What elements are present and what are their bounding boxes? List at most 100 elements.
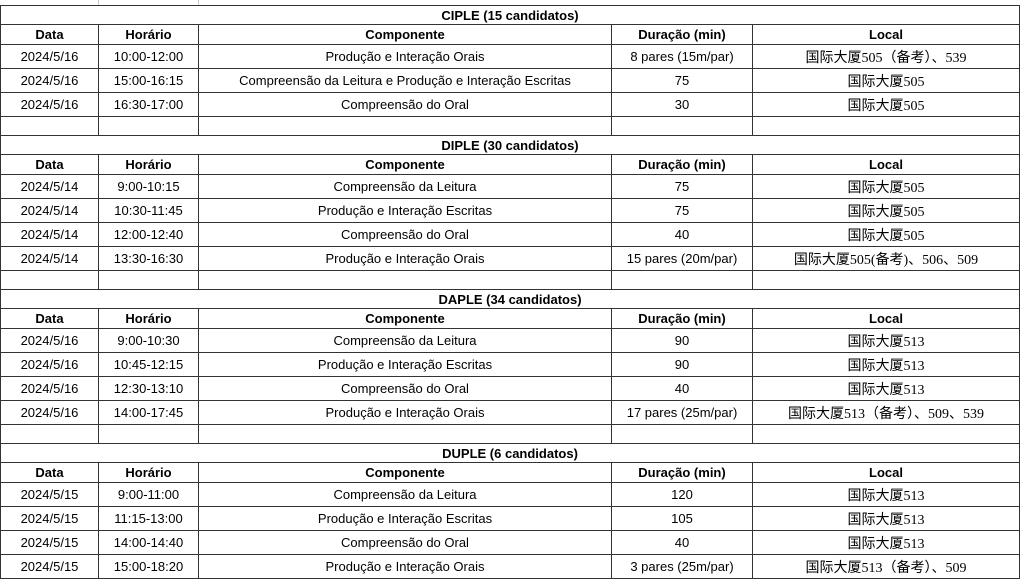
cell-component[interactable]: Compreensão da Leitura bbox=[198, 328, 612, 353]
header-date[interactable]: Data bbox=[0, 154, 99, 175]
cell-location[interactable]: 国际大厦513（备考）、509 bbox=[751, 554, 1021, 579]
header-component[interactable]: Componente bbox=[198, 308, 612, 329]
cell-date[interactable]: 2024/5/14 bbox=[0, 246, 99, 271]
cell-component[interactable]: Compreensão do Oral bbox=[198, 222, 612, 247]
cell-date[interactable]: 2024/5/15 bbox=[0, 554, 99, 579]
cell-duration[interactable]: 40 bbox=[611, 376, 753, 401]
header-duration[interactable]: Duração (min) bbox=[611, 308, 753, 329]
header-component[interactable]: Componente bbox=[198, 24, 612, 45]
empty-cell[interactable] bbox=[198, 270, 612, 290]
empty-cell[interactable] bbox=[0, 424, 99, 444]
cell-component[interactable]: Compreensão da Leitura e Produção e Inte… bbox=[198, 68, 612, 93]
cell-time[interactable]: 16:30-17:00 bbox=[98, 92, 199, 117]
cell-location[interactable]: 国际大厦505 bbox=[751, 68, 1021, 93]
cell-time[interactable]: 10:00-12:00 bbox=[98, 44, 199, 69]
cell-component[interactable]: Produção e Interação Orais bbox=[198, 554, 612, 579]
cell-component[interactable]: Compreensão do Oral bbox=[198, 530, 612, 555]
cell-time[interactable]: 14:00-17:45 bbox=[98, 400, 199, 425]
cell-date[interactable]: 2024/5/16 bbox=[0, 376, 99, 401]
cell-time[interactable]: 15:00-16:15 bbox=[98, 68, 199, 93]
empty-cell[interactable] bbox=[98, 270, 199, 290]
cell-date[interactable]: 2024/5/16 bbox=[0, 328, 99, 353]
cell-time[interactable]: 11:15-13:00 bbox=[98, 506, 199, 531]
section-title[interactable]: DUPLE (6 candidatos) bbox=[0, 443, 1021, 463]
cell-duration[interactable]: 75 bbox=[611, 174, 753, 199]
empty-cell[interactable] bbox=[611, 116, 753, 136]
cell-component[interactable]: Produção e Interação Escritas bbox=[198, 352, 612, 377]
header-time[interactable]: Horário bbox=[98, 462, 199, 483]
cell-location[interactable]: 国际大厦505（备考）、539 bbox=[751, 44, 1021, 69]
cell-location[interactable]: 国际大厦513 bbox=[751, 506, 1021, 531]
cell-duration[interactable]: 120 bbox=[611, 482, 753, 507]
cell-component[interactable]: Compreensão da Leitura bbox=[198, 174, 612, 199]
header-date[interactable]: Data bbox=[0, 462, 99, 483]
cell-location[interactable]: 国际大厦513 bbox=[751, 376, 1021, 401]
cell-duration[interactable]: 17 pares (25m/par) bbox=[611, 400, 753, 425]
cell-time[interactable]: 9:00-10:15 bbox=[98, 174, 199, 199]
empty-cell[interactable] bbox=[98, 116, 199, 136]
header-component[interactable]: Componente bbox=[198, 154, 612, 175]
cell-location[interactable]: 国际大厦513（备考）、509、539 bbox=[751, 400, 1021, 425]
cell-location[interactable]: 国际大厦505 bbox=[751, 174, 1021, 199]
header-time[interactable]: Horário bbox=[98, 154, 199, 175]
cell-location[interactable]: 国际大厦513 bbox=[751, 530, 1021, 555]
cell-duration[interactable]: 90 bbox=[611, 328, 753, 353]
cell-duration[interactable]: 3 pares (25m/par) bbox=[611, 554, 753, 579]
cell-date[interactable]: 2024/5/14 bbox=[0, 198, 99, 223]
empty-cell[interactable] bbox=[611, 424, 753, 444]
header-duration[interactable]: Duração (min) bbox=[611, 462, 753, 483]
empty-cell[interactable] bbox=[198, 116, 612, 136]
header-location[interactable]: Local bbox=[751, 462, 1021, 483]
empty-cell[interactable] bbox=[0, 116, 99, 136]
cell-date[interactable]: 2024/5/16 bbox=[0, 352, 99, 377]
header-location[interactable]: Local bbox=[751, 154, 1021, 175]
empty-cell[interactable] bbox=[98, 424, 199, 444]
header-time[interactable]: Horário bbox=[98, 24, 199, 45]
cell-time[interactable]: 12:00-12:40 bbox=[98, 222, 199, 247]
cell-date[interactable]: 2024/5/16 bbox=[0, 92, 99, 117]
header-duration[interactable]: Duração (min) bbox=[611, 154, 753, 175]
cell-time[interactable]: 12:30-13:10 bbox=[98, 376, 199, 401]
empty-cell[interactable] bbox=[0, 270, 99, 290]
cell-date[interactable]: 2024/5/16 bbox=[0, 400, 99, 425]
cell-duration[interactable]: 75 bbox=[611, 68, 753, 93]
cell-date[interactable]: 2024/5/15 bbox=[0, 530, 99, 555]
cell-time[interactable]: 14:00-14:40 bbox=[98, 530, 199, 555]
cell-date[interactable]: 2024/5/14 bbox=[0, 174, 99, 199]
cell-time[interactable]: 10:30-11:45 bbox=[98, 198, 199, 223]
section-title[interactable]: DIPLE (30 candidatos) bbox=[0, 135, 1021, 155]
cell-location[interactable]: 国际大厦513 bbox=[751, 328, 1021, 353]
section-title[interactable]: DAPLE (34 candidatos) bbox=[0, 289, 1021, 309]
cell-duration[interactable]: 8 pares (15m/par) bbox=[611, 44, 753, 69]
cell-time[interactable]: 9:00-11:00 bbox=[98, 482, 199, 507]
empty-cell[interactable] bbox=[751, 424, 1021, 444]
cell-date[interactable]: 2024/5/15 bbox=[0, 482, 99, 507]
cell-component[interactable]: Produção e Interação Escritas bbox=[198, 506, 612, 531]
cell-duration[interactable]: 40 bbox=[611, 222, 753, 247]
empty-cell[interactable] bbox=[198, 424, 612, 444]
cell-duration[interactable]: 75 bbox=[611, 198, 753, 223]
cell-component[interactable]: Compreensão do Oral bbox=[198, 92, 612, 117]
header-date[interactable]: Data bbox=[0, 24, 99, 45]
cell-time[interactable]: 10:45-12:15 bbox=[98, 352, 199, 377]
cell-time[interactable]: 13:30-16:30 bbox=[98, 246, 199, 271]
header-location[interactable]: Local bbox=[751, 308, 1021, 329]
cell-location[interactable]: 国际大厦505(备考)、506、509 bbox=[751, 246, 1021, 271]
cell-location[interactable]: 国际大厦513 bbox=[751, 352, 1021, 377]
header-date[interactable]: Data bbox=[0, 308, 99, 329]
cell-location[interactable]: 国际大厦513 bbox=[751, 482, 1021, 507]
cell-duration[interactable]: 90 bbox=[611, 352, 753, 377]
cell-date[interactable]: 2024/5/15 bbox=[0, 506, 99, 531]
cell-location[interactable]: 国际大厦505 bbox=[751, 92, 1021, 117]
cell-component[interactable]: Produção e Interação Orais bbox=[198, 246, 612, 271]
cell-duration[interactable]: 15 pares (20m/par) bbox=[611, 246, 753, 271]
cell-time[interactable]: 15:00-18:20 bbox=[98, 554, 199, 579]
cell-date[interactable]: 2024/5/16 bbox=[0, 44, 99, 69]
empty-cell[interactable] bbox=[751, 270, 1021, 290]
cell-date[interactable]: 2024/5/14 bbox=[0, 222, 99, 247]
section-title[interactable]: CIPLE (15 candidatos) bbox=[0, 5, 1021, 25]
header-time[interactable]: Horário bbox=[98, 308, 199, 329]
cell-duration[interactable]: 40 bbox=[611, 530, 753, 555]
cell-duration[interactable]: 105 bbox=[611, 506, 753, 531]
cell-time[interactable]: 9:00-10:30 bbox=[98, 328, 199, 353]
